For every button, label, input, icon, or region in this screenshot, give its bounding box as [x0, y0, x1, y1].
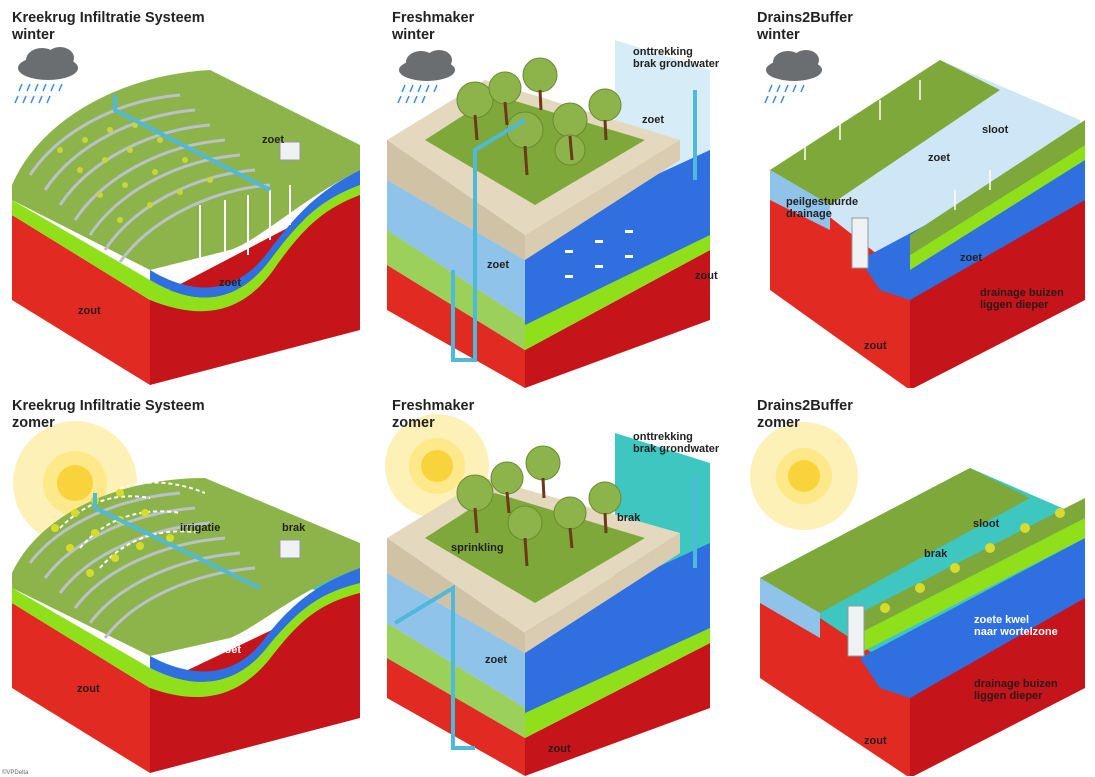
label-brak: brak [282, 522, 306, 534]
label-zout: zout [77, 683, 100, 695]
label-sprinkling: sprinkling [451, 542, 504, 554]
rain-cloud-icon [397, 50, 455, 104]
tree-icons [456, 445, 622, 541]
panel-title: Drains2Buffer winter [757, 10, 853, 43]
label-onttrekking: onttrekking brak grondwater [633, 46, 720, 70]
label-zoet-top: zoet [928, 152, 950, 164]
panel-freshmaker-winter: Freshmaker winter onttrekking brak grondwa… [365, 0, 730, 388]
label-zoet-bottom: zoet [219, 644, 241, 656]
sun-icon [750, 422, 858, 530]
zoet-lens [150, 170, 360, 298]
label-zout: zout [78, 305, 101, 317]
label-brak: brak [617, 512, 641, 524]
drainage-well-icon [847, 605, 865, 657]
kis-zomer-diagram [12, 421, 360, 773]
label-zoete-kwel: zoete kwel naar wortelzone [974, 614, 1058, 638]
label-zout: zout [548, 743, 571, 755]
panel-title: Freshmaker zomer [392, 398, 475, 431]
label-zoet-mid: zoet [487, 259, 509, 271]
pump-box-icon [279, 141, 301, 161]
zout-layer [12, 215, 150, 385]
rain-cloud-icon [764, 50, 822, 104]
panel-d2b-zomer: Drains2Buffer zomer sloot brak zoete kwel… [730, 388, 1095, 776]
label-zout: zout [864, 735, 887, 747]
label-drainage-buizen: drainage buizen liggen dieper [974, 678, 1058, 702]
plant-icons [880, 508, 1065, 613]
kis-winter-diagram [12, 47, 360, 385]
dike [770, 60, 1000, 205]
panel-kis-zomer: Kreekrug Infiltratie Systeem zomer brak i… [0, 388, 365, 776]
arrow-marks [565, 230, 633, 278]
panel-title: Kreekrug Infiltratie Systeem winter [12, 10, 205, 43]
irrigatie-sprays [59, 481, 206, 569]
label-brak: brak [924, 548, 948, 560]
field [12, 70, 360, 270]
panel-kis-winter: Kreekrug Infiltratie Systeem winter zoet … [0, 0, 365, 388]
label-zout: zout [864, 340, 887, 352]
rain-cloud-icon [14, 47, 78, 104]
dike [760, 468, 1030, 613]
label-onttrekking: onttrekking brak grondwater [633, 431, 720, 455]
field [425, 95, 645, 205]
pump-box-icon [279, 539, 301, 559]
tree-icons [456, 57, 622, 166]
label-zout: zout [695, 270, 718, 282]
label-sloot: sloot [973, 518, 1000, 530]
copyright: ©VPDelta [2, 770, 29, 776]
freshmaker-zomer-diagram [385, 414, 710, 776]
label-zoet-mid: zoet [485, 654, 507, 666]
panel-title: Kreekrug Infiltratie Systeem zomer [12, 398, 205, 431]
label-zoet-mid: zoet [960, 252, 982, 264]
panel-title: Drains2Buffer zomer [757, 398, 853, 431]
label-zoet-bottom: zoet [219, 277, 241, 289]
d2b-zomer-diagram [750, 422, 1085, 776]
panel-title: Freshmaker winter [392, 10, 475, 43]
label-irrigatie: irrigatie [180, 522, 221, 534]
sun-icon [385, 414, 489, 518]
panel-freshmaker-zomer: Freshmaker zomer onttrekking brak grondwat… [365, 388, 730, 776]
panel-d2b-winter: Drains2Buffer winter sloot zoet peilgestu… [730, 0, 1095, 388]
drainage-well-icon [851, 217, 869, 269]
plant-icons [51, 489, 174, 577]
label-drainage-buizen: drainage buizen liggen dieper [980, 287, 1064, 311]
freshmaker-winter-diagram [387, 40, 710, 388]
label-peilgestuurde-drainage: peilgestuurde drainage [786, 196, 859, 220]
field [910, 120, 1085, 255]
field [860, 498, 1085, 633]
d2b-winter-diagram [764, 50, 1085, 388]
label-sloot: sloot [982, 124, 1009, 136]
label-zoet-top: zoet [262, 134, 284, 146]
label-zoet-top: zoet [642, 114, 664, 126]
